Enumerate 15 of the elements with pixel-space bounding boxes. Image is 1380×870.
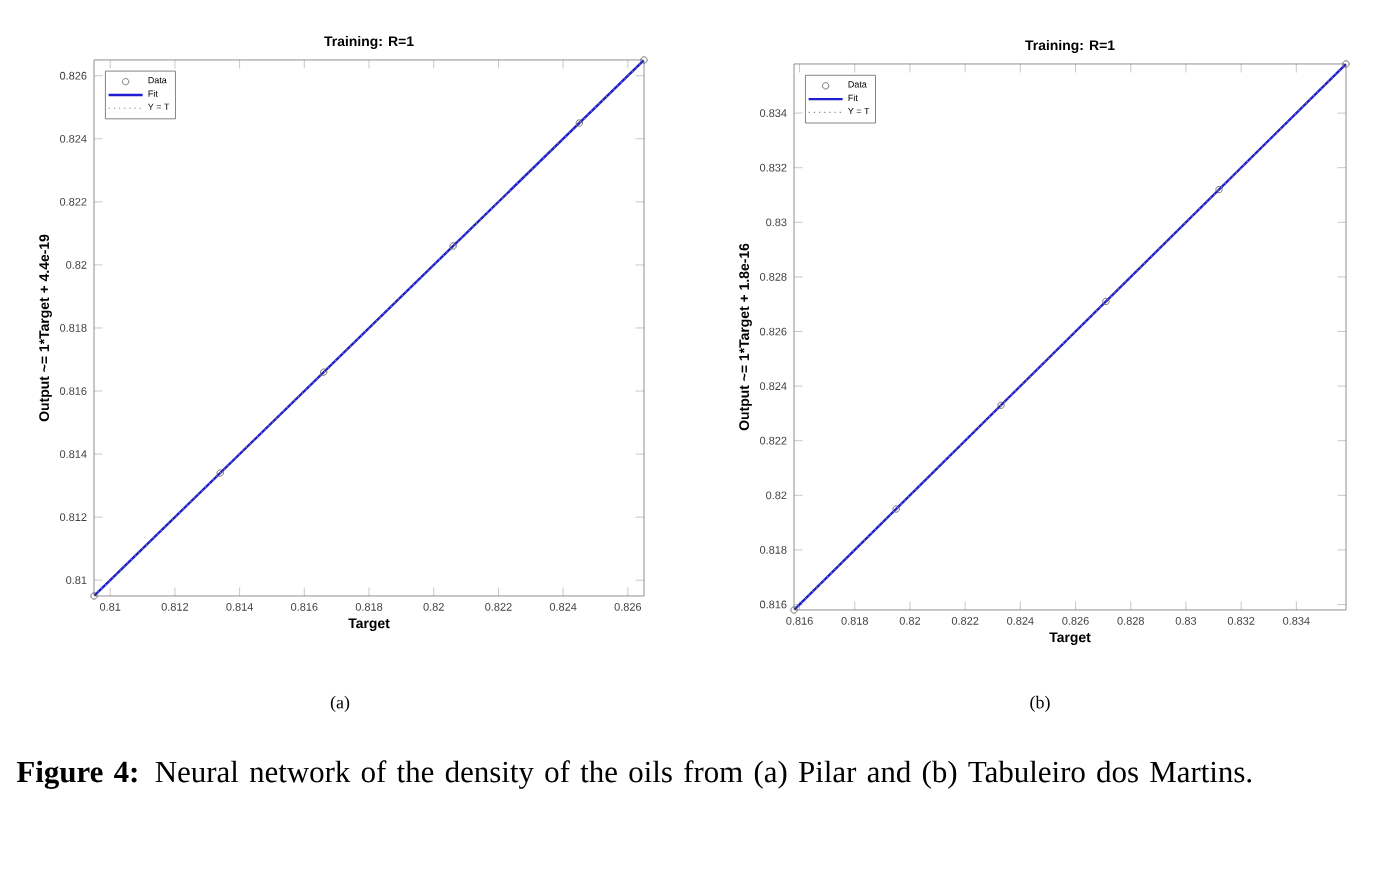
point xyxy=(1215,185,1223,194)
point xyxy=(216,469,224,477)
point xyxy=(575,119,583,127)
text: (b) xyxy=(1030,695,1050,713)
point xyxy=(997,401,1005,409)
point xyxy=(790,606,798,614)
point xyxy=(640,56,648,64)
point xyxy=(320,368,328,376)
point xyxy=(90,592,98,600)
point xyxy=(1102,297,1110,306)
point xyxy=(449,242,457,250)
point xyxy=(1342,60,1350,68)
point xyxy=(892,505,900,513)
text: Figure 4: Neural network of the density of the oils from (a) Pilar and (b) Tabuleiro dos Martins. xyxy=(16,760,1252,789)
text: (a) xyxy=(330,695,350,713)
